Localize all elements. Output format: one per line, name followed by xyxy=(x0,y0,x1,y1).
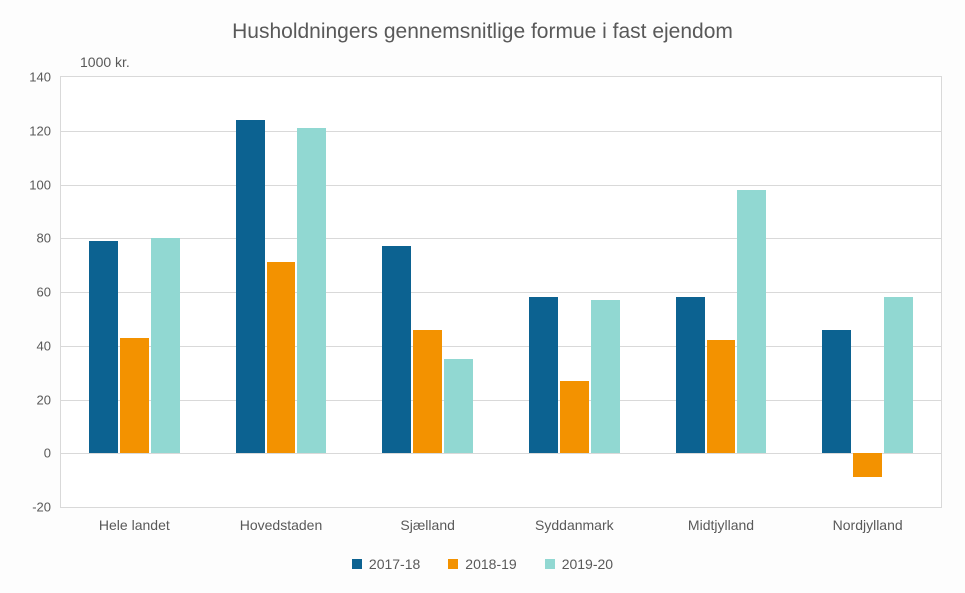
legend-swatch xyxy=(448,559,458,569)
x-tick-label: Hovedstaden xyxy=(240,507,323,533)
bar xyxy=(737,190,766,453)
bar xyxy=(267,262,296,453)
bar xyxy=(591,300,620,453)
x-tick-label: Nordjylland xyxy=(833,507,903,533)
gridline xyxy=(61,238,941,239)
legend: 2017-18 2018-19 2019-20 xyxy=(0,556,965,572)
legend-swatch xyxy=(352,559,362,569)
chart-title: Husholdningers gennemsnitlige formue i f… xyxy=(0,20,965,44)
bar xyxy=(444,359,473,453)
bar xyxy=(297,128,326,453)
bar xyxy=(413,330,442,454)
x-tick-label: Syddanmark xyxy=(535,507,614,533)
gridline xyxy=(61,453,941,454)
gridline xyxy=(61,131,941,132)
bar xyxy=(89,241,118,453)
legend-label: 2018-19 xyxy=(465,556,516,572)
legend-item: 2018-19 xyxy=(448,556,516,572)
x-tick-label: Hele landet xyxy=(99,507,170,533)
bar xyxy=(382,246,411,453)
legend-label: 2019-20 xyxy=(562,556,613,572)
y-axis-label: 1000 kr. xyxy=(80,54,130,70)
bar xyxy=(884,297,913,453)
gridline xyxy=(61,400,941,401)
x-tick-label: Midtjylland xyxy=(688,507,754,533)
y-tick-label: 0 xyxy=(44,446,61,461)
bar xyxy=(151,238,180,453)
y-tick-label: 20 xyxy=(37,392,61,407)
y-tick-label: 140 xyxy=(29,70,61,85)
bar xyxy=(120,338,149,454)
wealth-chart: Husholdningers gennemsnitlige formue i f… xyxy=(0,0,965,593)
y-tick-label: -20 xyxy=(32,500,61,515)
legend-swatch xyxy=(545,559,555,569)
bar xyxy=(676,297,705,453)
x-tick-label: Sjælland xyxy=(400,507,454,533)
gridline xyxy=(61,185,941,186)
y-tick-label: 60 xyxy=(37,285,61,300)
y-tick-label: 120 xyxy=(29,123,61,138)
legend-item: 2019-20 xyxy=(545,556,613,572)
bar xyxy=(853,453,882,477)
bar xyxy=(236,120,265,453)
gridline xyxy=(61,346,941,347)
y-tick-label: 100 xyxy=(29,177,61,192)
plot-area: -20020406080100120140Hele landetHovedsta… xyxy=(60,76,942,508)
legend-item: 2017-18 xyxy=(352,556,420,572)
y-tick-label: 80 xyxy=(37,231,61,246)
bar xyxy=(707,340,736,453)
bar xyxy=(529,297,558,453)
y-tick-label: 40 xyxy=(37,338,61,353)
legend-label: 2017-18 xyxy=(369,556,420,572)
bar xyxy=(560,381,589,454)
bar xyxy=(822,330,851,454)
gridline xyxy=(61,292,941,293)
